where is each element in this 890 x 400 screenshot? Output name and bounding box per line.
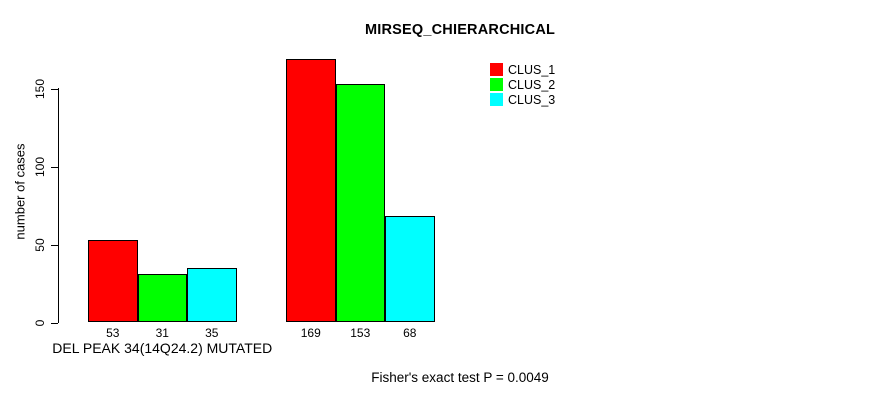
legend-item: CLUS_2 bbox=[490, 77, 555, 92]
legend-swatch bbox=[490, 78, 503, 91]
legend-swatch bbox=[490, 93, 503, 106]
y-tick-label: 50 bbox=[33, 237, 47, 252]
y-axis-label: number of cases bbox=[12, 143, 28, 240]
bar bbox=[187, 267, 237, 323]
y-tick bbox=[51, 244, 58, 246]
y-tick-label: 0 bbox=[33, 319, 47, 326]
legend-item: CLUS_3 bbox=[490, 92, 555, 107]
bar bbox=[88, 239, 138, 323]
legend-label: CLUS_1 bbox=[508, 62, 556, 77]
bar-value-label: 31 bbox=[155, 326, 169, 340]
y-tick bbox=[51, 166, 58, 168]
bar bbox=[335, 83, 385, 323]
bar bbox=[137, 274, 187, 323]
y-tick bbox=[51, 322, 58, 324]
bar-value-label: 53 bbox=[106, 326, 120, 340]
bar-value-label: 169 bbox=[300, 326, 321, 340]
legend-label: CLUS_3 bbox=[508, 92, 556, 107]
bar bbox=[385, 216, 435, 323]
y-tick-label: 150 bbox=[33, 78, 47, 99]
legend: CLUS_1 CLUS_2 CLUS_3 bbox=[490, 62, 555, 107]
legend-label: CLUS_2 bbox=[508, 77, 556, 92]
y-tick bbox=[51, 88, 58, 90]
footer-note: Fisher's exact test P = 0.0049 bbox=[371, 370, 549, 385]
bar-value-label: 35 bbox=[205, 326, 219, 340]
chart-title: MIRSEQ_CHIERARCHICAL bbox=[364, 22, 556, 38]
bar-value-label: 68 bbox=[403, 326, 417, 340]
bar bbox=[286, 58, 336, 323]
bar-value-label: 153 bbox=[350, 326, 371, 340]
y-tick-label: 100 bbox=[33, 156, 47, 177]
legend-swatch bbox=[490, 63, 503, 76]
group-label: DEL PEAK 34(14Q24.2) MUTATED bbox=[52, 340, 273, 356]
legend-item: CLUS_1 bbox=[490, 62, 555, 77]
y-axis-line bbox=[58, 88, 59, 323]
